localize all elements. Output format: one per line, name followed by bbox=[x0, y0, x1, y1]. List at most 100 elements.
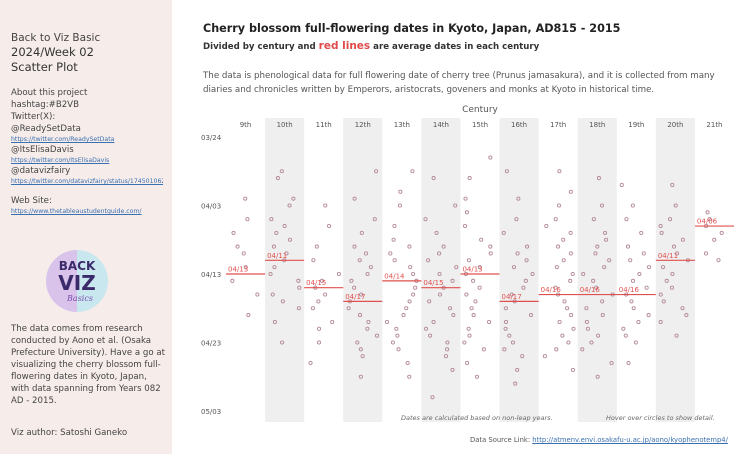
data-point[interactable] bbox=[474, 374, 480, 379]
data-point[interactable] bbox=[664, 278, 669, 283]
data-point[interactable] bbox=[581, 271, 586, 277]
data-point[interactable] bbox=[287, 203, 292, 208]
data-point[interactable] bbox=[515, 367, 520, 372]
data-point[interactable] bbox=[528, 313, 534, 318]
data-point[interactable] bbox=[271, 244, 276, 249]
data-point[interactable] bbox=[453, 203, 458, 208]
data-point[interactable] bbox=[349, 278, 354, 283]
data-point[interactable] bbox=[241, 251, 246, 256]
data-point[interactable] bbox=[585, 326, 590, 331]
data-point[interactable] bbox=[566, 340, 571, 345]
link-datavizfairy[interactable]: https://twitter.com/datavizfairy/status/… bbox=[11, 178, 163, 185]
data-point[interactable] bbox=[445, 340, 450, 345]
data-point[interactable] bbox=[464, 210, 469, 215]
data-point[interactable] bbox=[451, 313, 456, 318]
data-point[interactable] bbox=[437, 271, 442, 277]
data-point[interactable] bbox=[355, 340, 360, 345]
data-point[interactable] bbox=[515, 251, 520, 256]
data-point[interactable] bbox=[658, 224, 663, 229]
scatter-chart[interactable]: Century 9th 10th 11th 12th 13th 14th 15th 16th 17… bbox=[196, 100, 736, 430]
data-point[interactable] bbox=[661, 299, 666, 304]
data-point[interactable] bbox=[462, 224, 468, 229]
data-point[interactable] bbox=[405, 360, 410, 366]
data-point[interactable] bbox=[530, 271, 535, 277]
data-point[interactable] bbox=[568, 278, 573, 283]
data-point[interactable] bbox=[520, 354, 525, 359]
data-point[interactable] bbox=[477, 265, 482, 270]
data-point[interactable] bbox=[568, 189, 573, 194]
data-point[interactable] bbox=[243, 196, 248, 201]
data-point[interactable] bbox=[465, 360, 470, 366]
data-point[interactable] bbox=[230, 278, 235, 283]
data-point[interactable] bbox=[477, 285, 482, 290]
data-point[interactable] bbox=[554, 265, 559, 270]
data-point[interactable] bbox=[365, 271, 370, 277]
data-point[interactable] bbox=[363, 251, 369, 256]
data-point[interactable] bbox=[394, 326, 399, 331]
data-point[interactable] bbox=[625, 244, 631, 249]
data-point[interactable] bbox=[284, 251, 289, 256]
data-point[interactable] bbox=[596, 333, 601, 338]
data-point[interactable] bbox=[327, 224, 332, 229]
data-point[interactable] bbox=[431, 176, 436, 181]
data-point[interactable] bbox=[397, 203, 402, 208]
data-point[interactable] bbox=[296, 278, 301, 283]
data-point[interactable] bbox=[358, 347, 363, 352]
data-point[interactable] bbox=[408, 265, 413, 270]
data-point[interactable] bbox=[314, 244, 319, 249]
data-point[interactable] bbox=[568, 251, 573, 256]
data-point[interactable] bbox=[719, 230, 724, 235]
data-point[interactable] bbox=[450, 367, 455, 372]
data-point[interactable] bbox=[352, 244, 357, 249]
data-point[interactable] bbox=[525, 244, 530, 249]
data-point[interactable] bbox=[488, 244, 493, 249]
data-point[interactable] bbox=[430, 395, 435, 400]
data-point[interactable] bbox=[352, 285, 357, 290]
data-point[interactable] bbox=[297, 285, 302, 290]
data-point[interactable] bbox=[501, 230, 506, 235]
data-point[interactable] bbox=[621, 326, 626, 331]
data-point[interactable] bbox=[410, 271, 416, 277]
data-point[interactable] bbox=[670, 271, 675, 277]
data-point[interactable] bbox=[561, 258, 566, 263]
data-point[interactable] bbox=[366, 319, 371, 324]
data-point[interactable] bbox=[591, 278, 596, 283]
data-point[interactable] bbox=[424, 326, 429, 331]
data-point[interactable] bbox=[658, 292, 663, 297]
data-point[interactable] bbox=[516, 196, 521, 201]
data-point[interactable] bbox=[404, 306, 409, 311]
data-point[interactable] bbox=[669, 285, 674, 290]
data-point[interactable] bbox=[374, 169, 379, 174]
data-point[interactable] bbox=[358, 374, 363, 379]
data-point[interactable] bbox=[392, 224, 397, 229]
data-point[interactable] bbox=[269, 217, 274, 222]
data-point[interactable] bbox=[279, 169, 284, 174]
data-point[interactable] bbox=[712, 237, 717, 242]
data-point[interactable] bbox=[479, 237, 484, 242]
data-point[interactable] bbox=[487, 319, 492, 324]
data-point[interactable] bbox=[524, 258, 529, 263]
data-point[interactable] bbox=[639, 230, 644, 235]
data-point[interactable] bbox=[595, 374, 600, 379]
data-point[interactable] bbox=[644, 285, 649, 290]
data-point[interactable] bbox=[514, 217, 519, 222]
data-point[interactable] bbox=[431, 319, 436, 324]
data-point[interactable] bbox=[580, 347, 585, 352]
data-point[interactable] bbox=[359, 292, 364, 297]
data-point[interactable] bbox=[641, 251, 646, 256]
data-point[interactable] bbox=[624, 217, 629, 222]
data-point[interactable] bbox=[569, 313, 574, 318]
data-point[interactable] bbox=[659, 230, 664, 235]
data-point[interactable] bbox=[372, 217, 377, 222]
data-point[interactable] bbox=[594, 285, 599, 290]
data-point[interactable] bbox=[282, 224, 287, 229]
data-point[interactable] bbox=[503, 306, 508, 311]
data-point[interactable] bbox=[396, 347, 401, 352]
data-point[interactable] bbox=[503, 326, 508, 331]
data-point[interactable] bbox=[365, 326, 370, 331]
data-point[interactable] bbox=[246, 313, 251, 318]
data-point[interactable] bbox=[646, 313, 651, 318]
data-point[interactable] bbox=[703, 251, 709, 256]
data-point[interactable] bbox=[542, 354, 547, 359]
data-point[interactable] bbox=[670, 182, 675, 187]
